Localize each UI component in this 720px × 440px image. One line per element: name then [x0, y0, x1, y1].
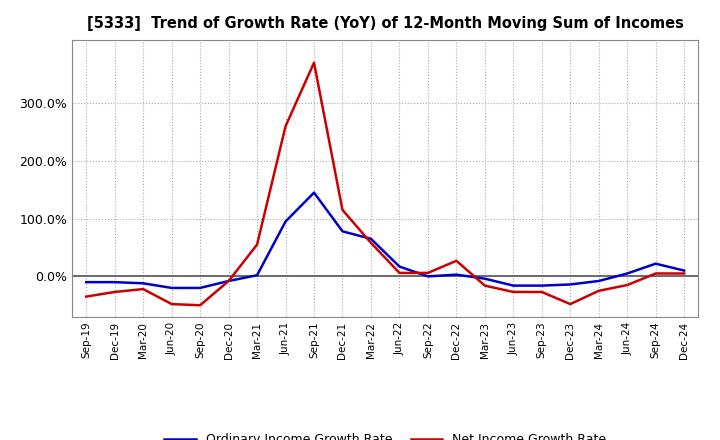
Net Income Growth Rate [110, 290, 119, 295]
Ordinary Income Growth Rate [395, 264, 404, 269]
Net Income Growth Rate [480, 283, 489, 288]
Net Income Growth Rate [509, 290, 518, 295]
Ordinary Income Growth Rate [225, 279, 233, 284]
Net Income Growth Rate [139, 286, 148, 292]
Ordinary Income Growth Rate [338, 229, 347, 234]
Ordinary Income Growth Rate [310, 190, 318, 195]
Ordinary Income Growth Rate [566, 282, 575, 287]
Net Income Growth Rate [452, 258, 461, 264]
Ordinary Income Growth Rate [537, 283, 546, 288]
Ordinary Income Growth Rate [282, 219, 290, 224]
Net Income Growth Rate [595, 288, 603, 293]
Ordinary Income Growth Rate [139, 281, 148, 286]
Ordinary Income Growth Rate [423, 274, 432, 279]
Ordinary Income Growth Rate [196, 285, 204, 290]
Ordinary Income Growth Rate [509, 283, 518, 288]
Net Income Growth Rate [395, 270, 404, 275]
Net Income Growth Rate [423, 270, 432, 275]
Ordinary Income Growth Rate [110, 279, 119, 285]
Title: [5333]  Trend of Growth Rate (YoY) of 12-Month Moving Sum of Incomes: [5333] Trend of Growth Rate (YoY) of 12-… [87, 16, 683, 32]
Ordinary Income Growth Rate [452, 272, 461, 277]
Net Income Growth Rate [167, 301, 176, 307]
Ordinary Income Growth Rate [167, 285, 176, 290]
Ordinary Income Growth Rate [366, 236, 375, 242]
Line: Ordinary Income Growth Rate: Ordinary Income Growth Rate [86, 193, 684, 288]
Net Income Growth Rate [310, 60, 318, 65]
Net Income Growth Rate [680, 271, 688, 276]
Legend: Ordinary Income Growth Rate, Net Income Growth Rate: Ordinary Income Growth Rate, Net Income … [159, 429, 611, 440]
Ordinary Income Growth Rate [595, 279, 603, 284]
Ordinary Income Growth Rate [82, 279, 91, 285]
Net Income Growth Rate [537, 290, 546, 295]
Ordinary Income Growth Rate [253, 272, 261, 278]
Net Income Growth Rate [652, 271, 660, 276]
Ordinary Income Growth Rate [623, 271, 631, 276]
Net Income Growth Rate [282, 124, 290, 129]
Net Income Growth Rate [623, 282, 631, 288]
Net Income Growth Rate [338, 207, 347, 213]
Net Income Growth Rate [225, 279, 233, 284]
Line: Net Income Growth Rate: Net Income Growth Rate [86, 62, 684, 305]
Net Income Growth Rate [566, 301, 575, 307]
Net Income Growth Rate [196, 303, 204, 308]
Net Income Growth Rate [366, 240, 375, 246]
Ordinary Income Growth Rate [680, 268, 688, 273]
Net Income Growth Rate [253, 242, 261, 247]
Net Income Growth Rate [82, 294, 91, 299]
Ordinary Income Growth Rate [652, 261, 660, 266]
Ordinary Income Growth Rate [480, 276, 489, 281]
